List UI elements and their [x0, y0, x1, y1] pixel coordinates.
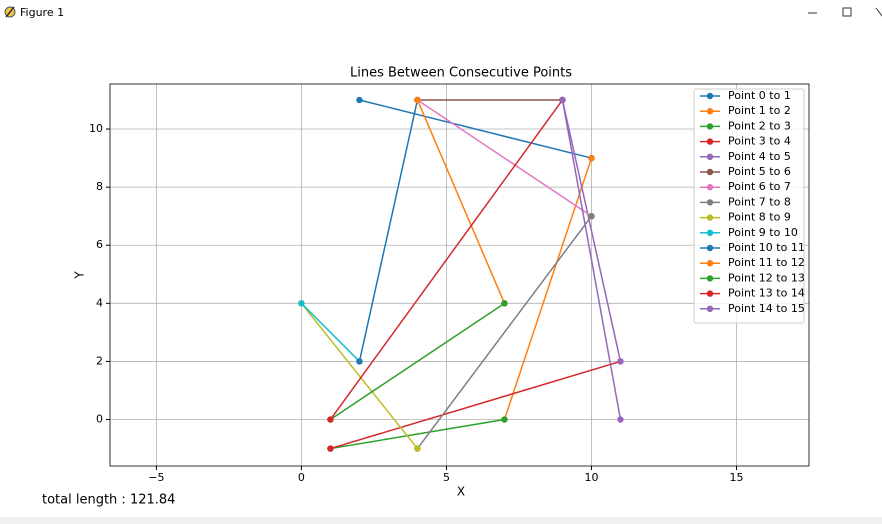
- point-marker: [617, 358, 624, 365]
- legend-label: Point 10 to 11: [728, 241, 805, 254]
- point-marker: [501, 300, 508, 307]
- series-line: [416, 99, 506, 304]
- series-line: [300, 302, 360, 362]
- y-tick-label: 8: [96, 180, 103, 193]
- chart-title: Lines Between Consecutive Points: [350, 66, 572, 81]
- point-marker: [298, 300, 305, 307]
- legend-label: Point 6 to 7: [728, 180, 791, 193]
- y-axis-label: Y: [73, 271, 87, 280]
- series-line: [416, 215, 593, 450]
- legend-marker: [706, 199, 714, 206]
- window-controls[interactable]: [808, 7, 882, 17]
- legend-label: Point 12 to 13: [728, 271, 805, 284]
- point-marker: [588, 154, 595, 162]
- x-tick-label: −5: [148, 471, 164, 484]
- plot-frame: [109, 83, 810, 467]
- legend-marker: [706, 123, 714, 130]
- legend-marker: [706, 108, 714, 115]
- legend-marker: [706, 168, 714, 176]
- series-line: [329, 99, 564, 420]
- legend-marker: [706, 184, 714, 191]
- legend-marker: [706, 229, 714, 236]
- point-marker: [617, 416, 624, 423]
- series-line: [358, 99, 419, 362]
- legend-marker: [706, 275, 714, 282]
- legend-label: Point 8 to 9: [728, 211, 791, 224]
- window-icon: [4, 6, 16, 18]
- point-marker: [588, 212, 595, 220]
- legend-marker: [706, 138, 714, 145]
- point-marker: [414, 96, 421, 104]
- series-line: [330, 418, 505, 450]
- x-axis-label: X: [457, 485, 465, 499]
- total-length: total length : 121.84: [42, 493, 175, 508]
- series-line: [359, 99, 592, 159]
- legend-label: Point 5 to 6: [728, 165, 791, 178]
- point-marker: [559, 96, 566, 104]
- legend-label: Point 9 to 10: [728, 226, 798, 239]
- series-line: [503, 157, 593, 420]
- legend-marker: [706, 92, 714, 100]
- legend-label: Point 2 to 3: [728, 119, 791, 132]
- y-tick-label: 0: [96, 413, 103, 426]
- y-tick-label: 10: [89, 122, 103, 135]
- series-line: [300, 302, 419, 450]
- legend-label: Point 14 to 15: [728, 302, 805, 315]
- legend: Point 0 to 1 Point 1 to 2 Point 2 to 3 Poin…: [693, 88, 805, 324]
- series-line: [330, 360, 621, 450]
- legend-marker: [706, 214, 714, 221]
- point-marker: [501, 416, 508, 423]
- x-tick-label: 10: [584, 471, 598, 484]
- legend-label: Point 0 to 1: [728, 89, 791, 102]
- status-strip: [0, 517, 882, 524]
- point-marker: [327, 445, 334, 452]
- point-marker: [356, 96, 363, 104]
- legend-marker: [706, 305, 714, 312]
- series-line: [561, 99, 622, 362]
- series-line: [330, 302, 505, 421]
- maximize-button[interactable]: [842, 7, 852, 17]
- point-marker: [414, 445, 421, 452]
- legend-label: Point 13 to 14: [728, 287, 805, 300]
- point-marker: [356, 358, 363, 365]
- legend-label: Point 3 to 4: [728, 135, 791, 148]
- series-line: [561, 99, 622, 420]
- legend-box: [693, 88, 805, 324]
- y-tick-label: 4: [96, 296, 103, 309]
- legend-marker: [706, 244, 714, 252]
- legend-label: Point 7 to 8: [728, 195, 791, 208]
- legend-label: Point 1 to 2: [728, 104, 791, 117]
- y-tick-label: 2: [96, 354, 103, 367]
- series-line: [417, 99, 592, 217]
- point-marker: [327, 416, 334, 423]
- legend-label: Point 11 to 12: [728, 256, 805, 269]
- window-title: Figure 1: [20, 6, 64, 19]
- legend-marker: [706, 153, 714, 160]
- y-tick-label: 6: [96, 238, 103, 251]
- legend-marker: [706, 290, 714, 297]
- x-tick-label: 15: [729, 471, 743, 484]
- x-tick-label: 5: [443, 471, 450, 484]
- legend-label: Point 4 to 5: [728, 150, 791, 163]
- x-tick-label: 0: [298, 471, 305, 484]
- legend-marker: [706, 260, 714, 267]
- close-button[interactable]: [875, 7, 882, 17]
